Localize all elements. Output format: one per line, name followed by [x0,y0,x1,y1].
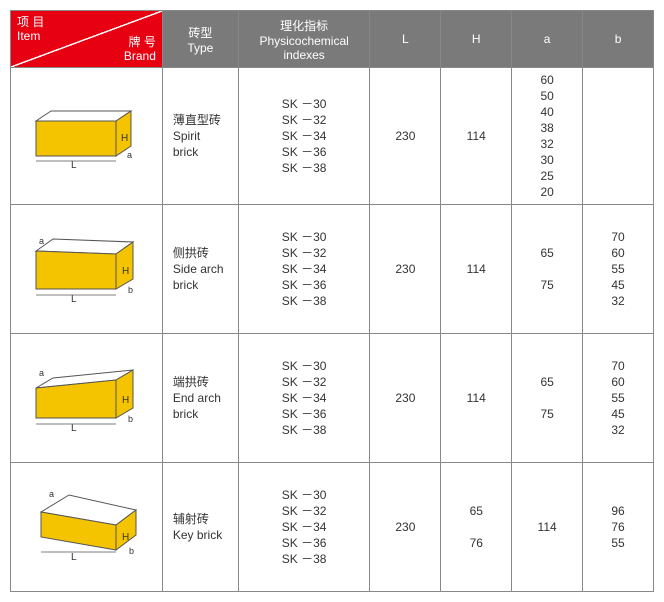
a-cell: 65 75 [512,205,583,334]
type-cn: 端拱砖 [173,375,209,389]
H-cell: 114 [441,205,512,334]
header-phys: 理化指标 Physicochemical indexes [238,11,370,68]
H-cell: 65 76 [441,463,512,592]
brick-diagram-spirit: L H a [11,68,163,205]
svg-text:L: L [71,423,77,434]
table-row: L H b a 端拱砖 End arch brick SK －30SK －32S… [11,334,654,463]
b-value: 7060554532 [587,229,649,309]
header-a: a [512,11,583,68]
header-row: 项 目 Item 牌 号 Brand 砖型 Type 理化指标 Physicoc… [11,11,654,68]
L-cell: 230 [370,463,441,592]
type-cn: 薄直型砖 [173,113,221,127]
type-en2: brick [173,407,198,421]
H-value: 65 76 [445,503,507,551]
type-en2: brick [173,145,198,159]
type-cn: 辅射砖 [173,512,209,526]
H-value: 114 [445,390,507,406]
header-phys-en: Physicochemical indexes [243,34,366,62]
header-L: L [370,11,441,68]
svg-text:b: b [129,546,134,556]
b-cell: 7060554532 [583,334,654,463]
brick-icon: L H b a [21,358,151,438]
brick-icon: L H b a [21,229,151,309]
svg-text:b: b [128,414,133,424]
H-value: 114 [445,128,507,144]
type-cell: 端拱砖 End arch brick [162,334,238,463]
a-value: 65 75 [516,374,578,422]
brick-diagram-side-arch: L H b a [11,205,163,334]
type-en1: End arch [173,391,221,405]
brick-spec-table: 项 目 Item 牌 号 Brand 砖型 Type 理化指标 Physicoc… [10,10,654,592]
type-en1: Side arch [173,262,224,276]
header-b: b [583,11,654,68]
header-H: H [441,11,512,68]
indexes-cell: SK －30SK －32SK －34SK －36SK －38 [238,463,370,592]
header-type-en: Type [167,41,234,55]
header-item-en: Item [17,29,40,43]
header-type: 砖型 Type [162,11,238,68]
indexes-cell: SK －30SK －32SK －34SK －36SK －38 [238,334,370,463]
brick-diagram-key: L H a b [11,463,163,592]
L-value: 230 [374,390,436,406]
indexes-cell: SK －30SK －32SK －34SK －36SK －38 [238,205,370,334]
type-cn: 侧拱砖 [173,246,209,260]
header-brand-cn: 牌 号 [129,35,156,49]
table-row: L H a 薄直型砖 Spirit brick SK －30SK －32SK －… [11,68,654,205]
type-en1: Key brick [173,528,222,542]
svg-text:L: L [71,552,77,563]
indexes-values: SK －30SK －32SK －34SK －36SK －38 [243,96,366,176]
b-cell [583,68,654,205]
table-row: L H b a 侧拱砖 Side arch brick SK －30SK －32… [11,205,654,334]
type-en2: brick [173,278,198,292]
L-value: 230 [374,128,436,144]
svg-text:L: L [71,294,77,305]
svg-text:b: b [128,285,133,295]
table-body: L H a 薄直型砖 Spirit brick SK －30SK －32SK －… [11,68,654,592]
header-item-cn: 项 目 [17,15,44,29]
svg-text:H: H [121,133,128,144]
header-phys-cn: 理化指标 [243,17,366,34]
H-cell: 114 [441,68,512,205]
svg-text:H: H [122,395,129,406]
table-row: L H a b 辅射砖 Key brick SK －30SK －32SK －34… [11,463,654,592]
b-value: 7060554532 [587,358,649,438]
type-cell: 侧拱砖 Side arch brick [162,205,238,334]
H-value: 114 [445,261,507,277]
svg-text:a: a [39,236,44,246]
indexes-cell: SK －30SK －32SK －34SK －36SK －38 [238,68,370,205]
b-cell: 7060554532 [583,205,654,334]
L-cell: 230 [370,68,441,205]
a-value: 65 75 [516,245,578,293]
svg-text:a: a [39,368,44,378]
a-cell: 114 [512,463,583,592]
svg-text:a: a [49,489,54,499]
a-cell: 6050403832302520 [512,68,583,205]
L-cell: 230 [370,205,441,334]
b-value: 967655 [587,503,649,551]
L-cell: 230 [370,334,441,463]
svg-text:a: a [127,150,132,160]
type-cell: 薄直型砖 Spirit brick [162,68,238,205]
svg-text:L: L [71,160,77,171]
svg-text:H: H [122,266,129,277]
b-cell: 967655 [583,463,654,592]
L-value: 230 [374,261,436,277]
header-item-brand: 项 目 Item 牌 号 Brand [11,11,163,68]
header-type-cn: 砖型 [167,24,234,41]
a-value: 6050403832302520 [516,72,578,200]
brick-icon: L H a [21,96,151,176]
indexes-values: SK －30SK －32SK －34SK －36SK －38 [243,358,366,438]
H-cell: 114 [441,334,512,463]
indexes-values: SK －30SK －32SK －34SK －36SK －38 [243,229,366,309]
header-brand-en: Brand [124,49,156,63]
brick-icon: L H a b [21,482,151,572]
a-cell: 65 75 [512,334,583,463]
indexes-values: SK －30SK －32SK －34SK －36SK －38 [243,487,366,567]
type-cell: 辅射砖 Key brick [162,463,238,592]
brick-diagram-end-arch: L H b a [11,334,163,463]
svg-text:H: H [122,532,129,543]
type-en1: Spirit [173,129,200,143]
